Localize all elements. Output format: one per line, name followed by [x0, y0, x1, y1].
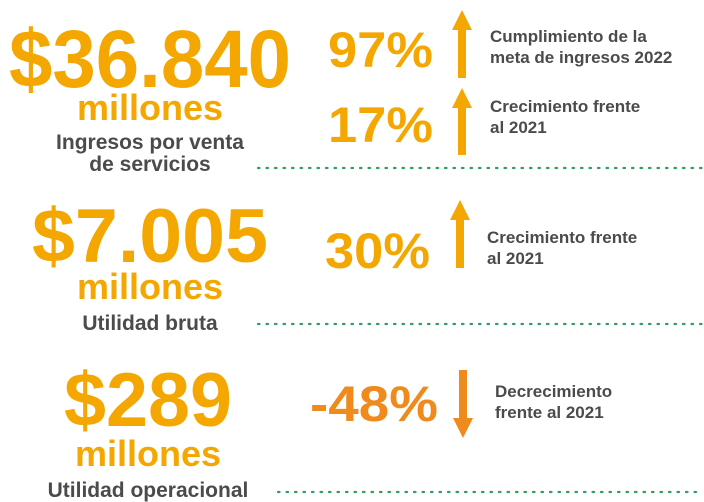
note: Decrecimiento: [495, 382, 612, 401]
amount: $289: [64, 358, 232, 443]
label: de servicios: [89, 153, 210, 176]
label: Utilidad operacional: [48, 479, 249, 502]
percent: 17%: [328, 97, 433, 153]
block-revenue: $36.840 millones Ingresos por venta de s…: [9, 10, 704, 176]
note: Crecimiento frente: [487, 228, 637, 247]
unit: millones: [77, 266, 223, 307]
arrow-up: [452, 88, 472, 155]
block-operating-profit: $289 millones Utilidad operacional -48% …: [48, 358, 704, 502]
note: Cumplimiento de la: [490, 27, 647, 46]
note: al 2021: [490, 118, 547, 137]
unit: millones: [77, 87, 223, 128]
arrow-up: [452, 10, 472, 78]
label: Ingresos por venta: [56, 131, 244, 154]
amount: $7.005: [32, 194, 268, 279]
percent: 97%: [328, 22, 433, 78]
note: frente al 2021: [495, 403, 604, 422]
unit: millones: [75, 433, 221, 474]
arrow-down: [453, 370, 473, 438]
note: meta de ingresos 2022: [490, 48, 672, 67]
note: Crecimiento frente: [490, 97, 640, 116]
note: al 2021: [487, 249, 544, 268]
amount: $36.840: [9, 14, 291, 105]
arrow-up: [450, 200, 470, 268]
percent: 30%: [325, 223, 430, 279]
label: Utilidad bruta: [82, 312, 218, 335]
percent: -48%: [310, 376, 438, 432]
block-gross-profit: $7.005 millones Utilidad bruta 30% Creci…: [32, 194, 704, 335]
